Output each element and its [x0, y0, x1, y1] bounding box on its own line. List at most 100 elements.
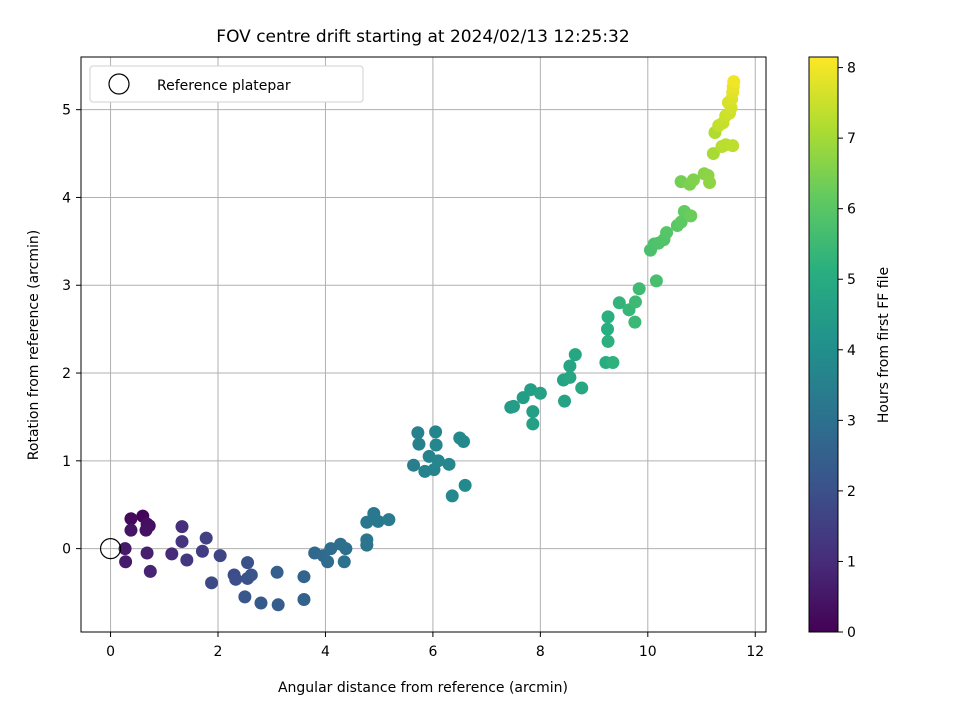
x-tick-label: 2: [214, 644, 223, 660]
data-point: [445, 489, 459, 503]
grid: [81, 57, 766, 632]
data-point: [558, 394, 572, 408]
data-point: [339, 542, 353, 556]
x-axis-label: Angular distance from reference (arcmin): [278, 680, 568, 696]
data-point: [429, 425, 443, 439]
data-point: [195, 544, 209, 558]
data-point: [382, 513, 396, 527]
y-tick-label: 0: [62, 542, 71, 558]
data-point: [271, 598, 285, 612]
data-point: [199, 531, 213, 545]
data-point: [411, 426, 425, 440]
legend: Reference platepar: [89, 65, 364, 103]
colorbar-tick-label: 0: [847, 625, 856, 641]
data-point: [706, 147, 720, 161]
plot-frame: [80, 56, 767, 633]
reference-point: [99, 538, 122, 560]
data-point: [175, 535, 189, 549]
x-axis-ticks: 0 2 4 6 8 10 12: [106, 632, 764, 660]
colorbar-tick-label: 4: [847, 343, 856, 359]
y-tick-label: 3: [62, 278, 71, 294]
data-point: [254, 596, 268, 610]
data-point: [360, 533, 374, 547]
colorbar-tick-label: 5: [847, 272, 856, 288]
colorbar-tick-label: 2: [847, 484, 856, 500]
data-point: [360, 515, 374, 529]
data-point: [324, 542, 338, 556]
reference-marker: [99, 538, 122, 560]
colorbar-tick-label: 6: [847, 202, 856, 218]
colorbar-tick-label: 1: [847, 554, 856, 570]
data-point: [506, 399, 520, 413]
y-axis-ticks: 0 1 2 3 4 5: [62, 103, 81, 558]
data-point: [119, 555, 133, 569]
data-point: [601, 322, 615, 336]
data-point: [568, 348, 582, 362]
data-point: [632, 282, 646, 296]
y-tick-label: 4: [62, 190, 71, 206]
data-point: [606, 355, 620, 369]
data-point: [628, 295, 642, 309]
data-point: [533, 386, 547, 400]
data-point: [140, 546, 154, 560]
data-point: [457, 435, 471, 449]
y-axis-label: Rotation from reference (arcmin): [26, 230, 42, 460]
data-point: [429, 438, 443, 452]
data-point: [229, 572, 243, 586]
data-point: [244, 568, 258, 582]
data-point: [703, 176, 717, 190]
colorbar-ticks: 0 1 2 3 4 5 6 7 8: [838, 61, 856, 641]
data-point: [270, 565, 284, 579]
data-point: [431, 454, 445, 468]
colorbar-tick-label: 7: [847, 131, 856, 147]
data-point: [139, 523, 153, 537]
colorbar-tick-label: 8: [847, 61, 856, 77]
data-point: [458, 478, 472, 492]
colorbar-label: Hours from first FF file: [876, 267, 892, 423]
data-point: [297, 593, 311, 607]
data-point: [601, 310, 615, 324]
data-point: [213, 549, 227, 563]
data-point: [180, 553, 194, 567]
data-point: [575, 381, 589, 395]
data-point: [526, 417, 540, 431]
data-point: [118, 542, 132, 556]
x-tick-label: 6: [428, 644, 437, 660]
data-point: [563, 370, 577, 384]
data-point: [241, 556, 255, 570]
x-tick-label: 8: [536, 644, 545, 660]
legend-box: [89, 65, 364, 103]
data-point: [442, 457, 456, 471]
data-point: [686, 173, 700, 187]
data-point: [407, 458, 421, 472]
legend-label: Reference platepar: [157, 78, 291, 94]
data-point: [321, 555, 335, 569]
colorbar-gradient: [808, 56, 839, 633]
data-point: [143, 564, 157, 578]
data-point: [563, 359, 577, 373]
y-tick-label: 1: [62, 454, 71, 470]
data-point: [124, 523, 138, 537]
data-point: [684, 209, 698, 223]
x-tick-label: 10: [639, 644, 657, 660]
data-point: [612, 296, 626, 310]
data-point: [412, 437, 426, 451]
scatter-points: [118, 75, 741, 612]
data-point: [674, 215, 688, 229]
data-point: [124, 512, 138, 526]
y-tick-label: 5: [62, 103, 71, 119]
data-point: [205, 576, 219, 590]
data-point: [175, 520, 189, 534]
x-tick-label: 12: [746, 644, 764, 660]
data-point: [660, 226, 674, 240]
data-point: [371, 514, 385, 528]
data-point: [649, 274, 663, 288]
data-point: [165, 547, 179, 561]
data-point: [526, 405, 540, 419]
data-point: [297, 570, 311, 584]
colorbar: 0 1 2 3 4 5 6 7 8 Hours from first FF file: [808, 56, 892, 641]
data-point: [337, 555, 351, 569]
data-point: [628, 315, 642, 329]
data-point: [238, 590, 252, 604]
